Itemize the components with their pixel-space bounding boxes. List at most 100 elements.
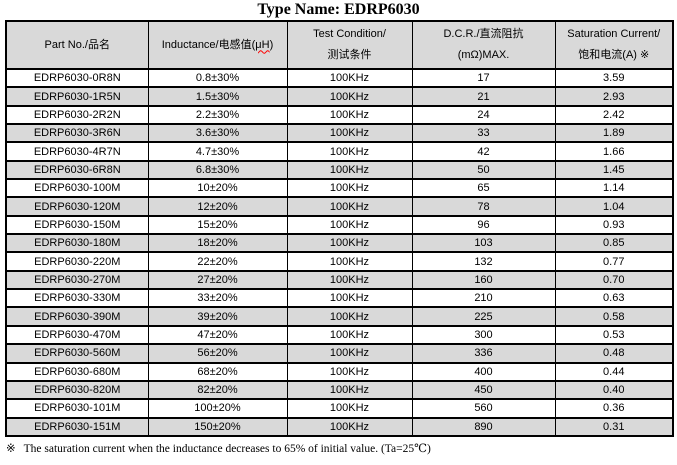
col-header-part-no: Part No./品名: [5, 20, 149, 70]
inductance-cell: 68±20%: [147, 361, 288, 382]
part-no-cell: EDRP6030-220M: [5, 251, 149, 272]
test-condition-cell: 100KHz: [286, 86, 413, 107]
dcr-cell: 132: [411, 251, 556, 272]
col-header-saturation-line2: 饱和电流(A) ※: [578, 49, 650, 61]
test-condition-cell: 100KHz: [286, 343, 413, 364]
inductance-cell: 0.8±30%: [147, 67, 288, 89]
saturation-current-cell: 1.04: [554, 196, 674, 217]
spellcheck-wavy-underline: μH: [255, 38, 270, 51]
test-condition-cell: 100KHz: [286, 416, 413, 438]
dcr-cell: 400: [411, 361, 556, 382]
part-no-cell: EDRP6030-6R8N: [5, 159, 149, 181]
part-no-cell: EDRP6030-180M: [5, 233, 149, 254]
table-row: EDRP6030-330M 33±20% 100KHz 210 0.63: [5, 288, 674, 309]
dcr-cell: 96: [411, 214, 556, 236]
saturation-current-cell: 2.42: [554, 104, 674, 126]
dcr-cell: 78: [411, 196, 556, 217]
test-condition-cell: 100KHz: [286, 379, 413, 401]
dcr-cell: 300: [411, 324, 556, 346]
part-no-cell: EDRP6030-820M: [5, 379, 149, 401]
part-no-cell: EDRP6030-151M: [5, 416, 149, 438]
saturation-current-cell: 1.66: [554, 141, 674, 162]
test-condition-cell: 100KHz: [286, 361, 413, 382]
col-header-part-no-label: Part No./品名: [44, 38, 110, 51]
col-header-saturation: Saturation Current/ 饱和电流(A) ※: [554, 20, 674, 70]
dcr-cell: 450: [411, 379, 556, 401]
dcr-cell: 50: [411, 159, 556, 181]
header-row: Part No./品名 Inductance/电感值(μH) Test Cond…: [5, 20, 674, 70]
test-condition-cell: 100KHz: [286, 269, 413, 291]
table-row: EDRP6030-820M 82±20% 100KHz 450 0.40: [5, 379, 674, 401]
test-condition-cell: 100KHz: [286, 398, 413, 419]
table-row: EDRP6030-120M 12±20% 100KHz 78 1.04: [5, 196, 674, 217]
dcr-cell: 24: [411, 104, 556, 126]
inductance-cell: 56±20%: [147, 343, 288, 364]
page-title: Type Name: EDRP6030: [257, 1, 420, 18]
saturation-current-cell: 2.93: [554, 86, 674, 107]
part-no-cell: EDRP6030-330M: [5, 288, 149, 309]
saturation-current-cell: 1.14: [554, 178, 674, 199]
saturation-current-cell: 1.45: [554, 159, 674, 181]
test-condition-cell: 100KHz: [286, 306, 413, 327]
dcr-cell: 103: [411, 233, 556, 254]
saturation-current-cell: 0.85: [554, 233, 674, 254]
test-condition-cell: 100KHz: [286, 251, 413, 272]
saturation-current-cell: 3.59: [554, 67, 674, 89]
table-row: EDRP6030-220M 22±20% 100KHz 132 0.77: [5, 251, 674, 272]
part-no-cell: EDRP6030-1R5N: [5, 86, 149, 107]
part-no-cell: EDRP6030-390M: [5, 306, 149, 327]
test-condition-cell: 100KHz: [286, 159, 413, 181]
table-row: EDRP6030-0R8N 0.8±30% 100KHz 17 3.59: [5, 67, 674, 89]
dcr-cell: 160: [411, 269, 556, 291]
test-condition-cell: 100KHz: [286, 196, 413, 217]
col-header-test-condition-line2: 测试条件: [327, 49, 372, 61]
table-row: EDRP6030-4R7N 4.7±30% 100KHz 42 1.66: [5, 141, 674, 162]
saturation-current-cell: 0.53: [554, 324, 674, 346]
inductance-cell: 47±20%: [147, 324, 288, 346]
inductance-cell: 150±20%: [147, 416, 288, 438]
dcr-cell: 33: [411, 123, 556, 144]
footnote: ※ The saturation current when the inducta…: [6, 442, 677, 456]
saturation-current-cell: 0.63: [554, 288, 674, 309]
dcr-cell: 65: [411, 178, 556, 199]
part-no-cell: EDRP6030-150M: [5, 214, 149, 236]
table-row: EDRP6030-6R8N 6.8±30% 100KHz 50 1.45: [5, 159, 674, 181]
dcr-cell: 336: [411, 343, 556, 364]
saturation-current-cell: 1.89: [554, 123, 674, 144]
inductance-cell: 82±20%: [147, 379, 288, 401]
col-header-inductance: Inductance/电感值(μH): [147, 20, 288, 70]
dcr-cell: 21: [411, 86, 556, 107]
inductance-cell: 33±20%: [147, 288, 288, 309]
saturation-current-cell: 0.40: [554, 379, 674, 401]
part-no-cell: EDRP6030-101M: [5, 398, 149, 419]
saturation-current-cell: 0.44: [554, 361, 674, 382]
footnote-text: The saturation current when the inductan…: [23, 443, 431, 455]
inductance-cell: 2.2±30%: [147, 104, 288, 126]
inductance-cell: 39±20%: [147, 306, 288, 327]
part-no-cell: EDRP6030-120M: [5, 196, 149, 217]
inductance-cell: 100±20%: [147, 398, 288, 419]
col-header-inductance-label: Inductance/电感值(μH): [161, 38, 274, 51]
test-condition-cell: 100KHz: [286, 67, 413, 89]
table-row: EDRP6030-560M 56±20% 100KHz 336 0.48: [5, 343, 674, 364]
table-row: EDRP6030-150M 15±20% 100KHz 96 0.93: [5, 214, 674, 236]
test-condition-cell: 100KHz: [286, 324, 413, 346]
inductance-cell: 12±20%: [147, 196, 288, 217]
test-condition-cell: 100KHz: [286, 123, 413, 144]
part-no-cell: EDRP6030-680M: [5, 361, 149, 382]
spec-table-body: EDRP6030-0R8N 0.8±30% 100KHz 17 3.59 EDRP6030…: [5, 67, 674, 438]
col-header-test-condition: Test Condition/ 测试条件: [286, 20, 413, 70]
table-row: EDRP6030-3R6N 3.6±30% 100KHz 33 1.89: [5, 123, 674, 144]
saturation-current-cell: 0.77: [554, 251, 674, 272]
table-row: EDRP6030-680M 68±20% 100KHz 400 0.44: [5, 361, 674, 382]
footnote-reference-mark: ※: [6, 443, 16, 455]
test-condition-cell: 100KHz: [286, 141, 413, 162]
test-condition-cell: 100KHz: [286, 214, 413, 236]
inductance-cell: 22±20%: [147, 251, 288, 272]
table-row: EDRP6030-390M 39±20% 100KHz 225 0.58: [5, 306, 674, 327]
inductance-cell: 10±20%: [147, 178, 288, 199]
inductance-cell: 6.8±30%: [147, 159, 288, 181]
col-header-dcr: D.C.R./直流阻抗 (mΩ)MAX.: [411, 20, 556, 70]
table-row: EDRP6030-101M 100±20% 100KHz 560 0.36: [5, 398, 674, 419]
saturation-current-cell: 0.36: [554, 398, 674, 419]
